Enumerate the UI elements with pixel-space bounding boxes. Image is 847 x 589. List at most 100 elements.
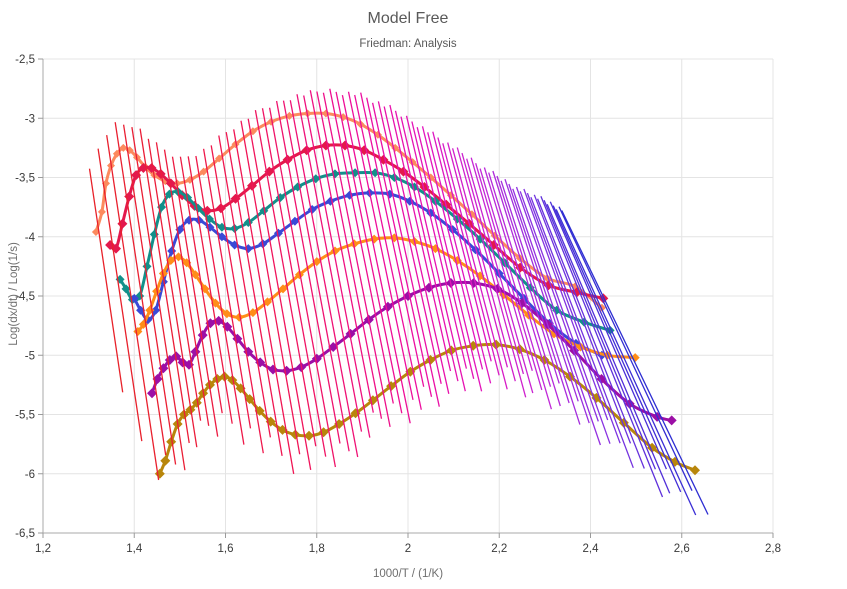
fan-line xyxy=(400,116,466,392)
fan-line xyxy=(447,142,509,368)
fan-line xyxy=(394,110,459,382)
fan-line xyxy=(519,191,611,444)
fan-line xyxy=(233,129,295,475)
series-measurement-goldenrod xyxy=(154,339,700,479)
fan-line xyxy=(492,170,560,384)
fan-line xyxy=(561,210,709,515)
data-point-marker xyxy=(304,430,314,441)
x-tick-label: 1,2 xyxy=(35,543,51,555)
fan-line xyxy=(558,206,693,491)
data-point-marker xyxy=(386,381,397,392)
y-tick-label: -5,5 xyxy=(15,410,35,422)
data-point-marker xyxy=(248,308,258,318)
fan-line xyxy=(405,115,468,369)
data-point-marker xyxy=(190,270,200,280)
fan-line xyxy=(416,127,483,392)
fan-line xyxy=(354,94,422,410)
data-point-marker xyxy=(290,216,300,226)
data-point-marker xyxy=(155,168,166,179)
fan-line xyxy=(552,205,682,493)
fan-line xyxy=(549,201,667,470)
chart-title: Model Free xyxy=(367,10,449,27)
data-point-marker xyxy=(97,207,106,216)
data-point-marker xyxy=(222,309,232,319)
data-point-marker xyxy=(142,261,152,271)
data-point-marker xyxy=(167,246,177,256)
fan-line xyxy=(479,168,553,410)
fan-line xyxy=(411,121,475,379)
y-tick-label: -6,5 xyxy=(15,528,35,540)
data-point-marker xyxy=(179,409,189,420)
data-point-marker xyxy=(147,388,157,399)
fan-line xyxy=(523,188,609,421)
fan-line xyxy=(218,135,272,438)
fan-line xyxy=(316,91,383,419)
fan-line xyxy=(296,94,363,432)
fan-line xyxy=(360,92,425,387)
fan-line xyxy=(114,122,167,456)
fan-line xyxy=(533,194,632,444)
data-point-marker xyxy=(263,297,272,307)
fan-line xyxy=(155,142,202,421)
data-point-marker xyxy=(244,394,255,405)
fan-line xyxy=(309,90,374,413)
measurement-series xyxy=(91,109,700,479)
fan-line xyxy=(131,127,186,471)
y-tick-label: -4,5 xyxy=(15,291,35,303)
data-point-marker xyxy=(158,269,168,278)
data-point-marker xyxy=(165,178,176,189)
fan-line xyxy=(187,156,233,424)
friedman-fan-lines xyxy=(88,88,709,516)
fan-line xyxy=(508,183,590,424)
fan-line xyxy=(383,106,450,394)
series-measurement-salmon xyxy=(91,109,606,312)
fan-line xyxy=(289,100,359,458)
data-point-marker xyxy=(146,163,157,173)
fan-line xyxy=(504,178,579,402)
fan-line xyxy=(88,168,124,393)
fan-line xyxy=(437,137,500,376)
data-point-marker xyxy=(160,455,171,466)
data-point-marker xyxy=(273,228,283,238)
chart-subtitle: Friedman: Analysis xyxy=(359,38,457,50)
fan-line xyxy=(546,204,671,494)
fan-line xyxy=(512,188,602,446)
fan-line xyxy=(466,158,534,394)
data-point-marker xyxy=(215,203,226,214)
fan-line xyxy=(247,118,312,471)
data-point-marker xyxy=(281,365,292,376)
fan-line xyxy=(210,145,264,454)
data-point-marker xyxy=(199,167,208,176)
fan-line xyxy=(225,131,283,457)
fan-line xyxy=(322,92,391,428)
fan-line xyxy=(470,157,533,371)
fan-line xyxy=(442,143,508,390)
fan-line xyxy=(275,100,341,444)
fan-line xyxy=(427,132,492,384)
data-point-marker xyxy=(191,397,202,408)
data-point-marker xyxy=(345,190,355,200)
data-point-marker xyxy=(259,206,269,216)
fan-line xyxy=(335,91,403,414)
y-tick-label: -3 xyxy=(25,113,35,125)
x-tick-label: 1,6 xyxy=(218,543,234,555)
x-tick-label: 2,4 xyxy=(583,543,600,555)
fan-line xyxy=(195,155,245,445)
fan-line xyxy=(139,128,190,444)
fan-line xyxy=(543,200,657,470)
fan-line xyxy=(389,104,452,372)
data-point-marker xyxy=(119,143,128,152)
fan-line xyxy=(488,172,561,407)
fan-line xyxy=(421,126,484,370)
fan-line xyxy=(303,95,371,438)
fan-line xyxy=(329,88,394,404)
fan-line xyxy=(240,120,301,455)
fan-line xyxy=(347,91,414,401)
data-point-marker xyxy=(290,429,301,440)
data-point-marker xyxy=(154,468,165,479)
data-point-marker xyxy=(311,353,322,364)
data-point-marker xyxy=(215,154,224,163)
y-tick-label: -6 xyxy=(25,469,35,481)
